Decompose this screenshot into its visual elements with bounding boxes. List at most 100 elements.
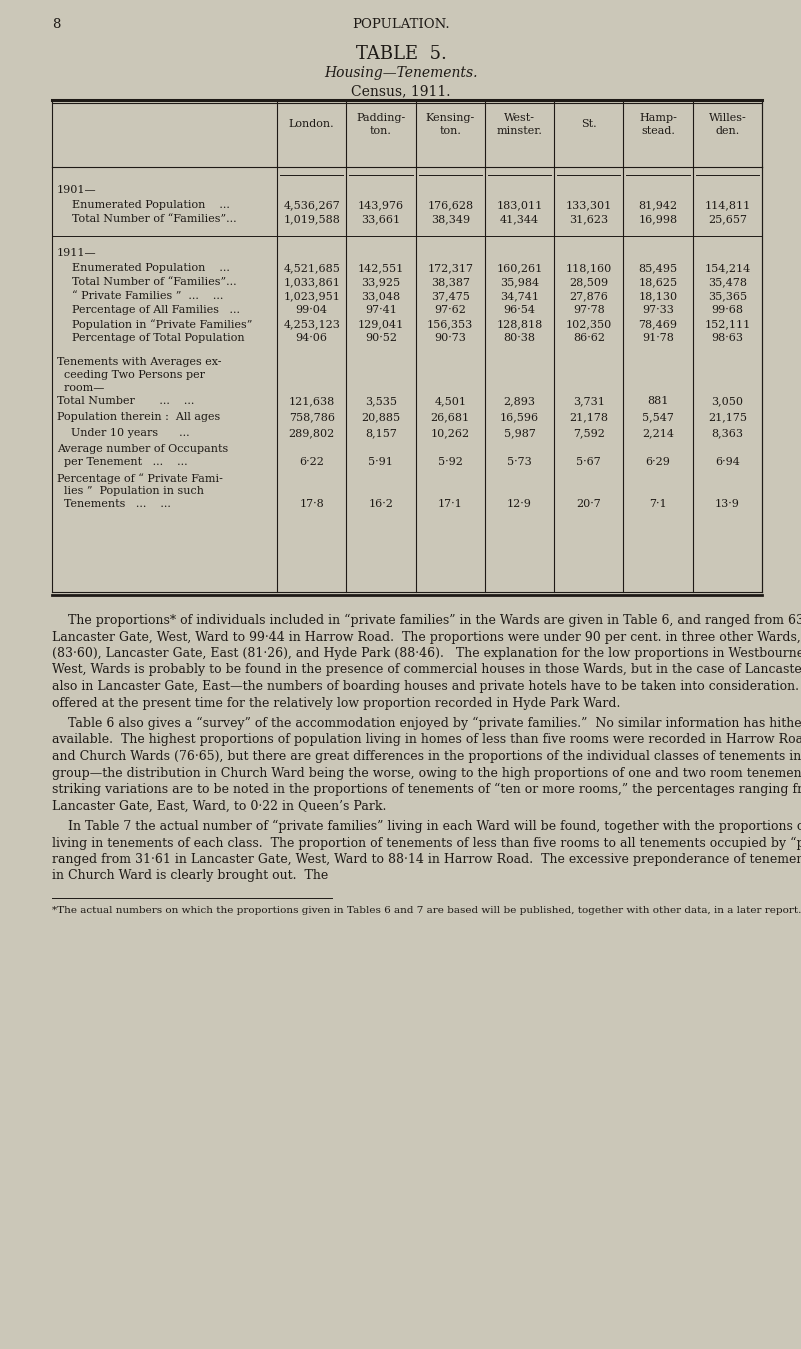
Text: 97·62: 97·62 [434, 305, 466, 316]
Text: offered at the present time for the relatively low proportion recorded in Hyde P: offered at the present time for the rela… [52, 696, 621, 710]
Text: 97·33: 97·33 [642, 305, 674, 316]
Text: 31,623: 31,623 [570, 214, 608, 224]
Text: 98·63: 98·63 [711, 333, 743, 343]
Text: ton.: ton. [370, 125, 392, 136]
Text: 10,262: 10,262 [431, 428, 469, 438]
Text: 8,363: 8,363 [711, 428, 743, 438]
Text: 1911—: 1911— [57, 248, 97, 258]
Text: The proportions* of individuals included in “private families” in the Wards are : The proportions* of individuals included… [52, 614, 801, 627]
Text: 152,111: 152,111 [704, 318, 751, 329]
Text: 35,478: 35,478 [708, 277, 747, 287]
Text: 6·94: 6·94 [715, 457, 740, 467]
Text: stead.: stead. [641, 125, 675, 136]
Text: 78,469: 78,469 [638, 318, 678, 329]
Text: 26,681: 26,681 [431, 411, 469, 422]
Text: 17·8: 17·8 [300, 499, 324, 509]
Text: Under 10 years      ...: Under 10 years ... [57, 428, 190, 438]
Text: 172,317: 172,317 [427, 263, 473, 272]
Text: 183,011: 183,011 [497, 200, 542, 210]
Text: 97·41: 97·41 [365, 305, 396, 316]
Text: 3,050: 3,050 [711, 397, 743, 406]
Text: 5·92: 5·92 [438, 457, 463, 467]
Text: ceeding Two Persons per: ceeding Two Persons per [57, 370, 205, 380]
Text: 16,998: 16,998 [638, 214, 678, 224]
Text: 8,157: 8,157 [365, 428, 396, 438]
Text: 80·38: 80·38 [504, 333, 536, 343]
Text: Enumerated Population    ...: Enumerated Population ... [72, 200, 230, 210]
Text: *The actual numbers on which the proportions given in Tables 6 and 7 are based w: *The actual numbers on which the proport… [52, 907, 801, 915]
Text: 102,350: 102,350 [566, 318, 612, 329]
Text: Percentage of Total Population: Percentage of Total Population [72, 333, 244, 343]
Text: 12·9: 12·9 [507, 499, 532, 509]
Text: 37,475: 37,475 [431, 291, 469, 301]
Text: 5·67: 5·67 [577, 457, 602, 467]
Text: 2,214: 2,214 [642, 428, 674, 438]
Text: 35,984: 35,984 [500, 277, 539, 287]
Text: 20,885: 20,885 [361, 411, 400, 422]
Text: 1,033,861: 1,033,861 [284, 277, 340, 287]
Text: Total Number of “Families”...: Total Number of “Families”... [72, 214, 236, 224]
Text: 4,253,123: 4,253,123 [284, 318, 340, 329]
Text: Percentage of “ Private Fami-: Percentage of “ Private Fami- [57, 473, 223, 484]
Text: 20·7: 20·7 [577, 499, 602, 509]
Text: 1,023,951: 1,023,951 [284, 291, 340, 301]
Text: St.: St. [581, 119, 597, 130]
Text: 118,160: 118,160 [566, 263, 612, 272]
Text: POPULATION.: POPULATION. [352, 18, 450, 31]
Text: 3,731: 3,731 [573, 397, 605, 406]
Text: 38,349: 38,349 [431, 214, 469, 224]
Text: 129,041: 129,041 [358, 318, 404, 329]
Text: 13·9: 13·9 [715, 499, 740, 509]
Text: West-: West- [504, 113, 535, 123]
Text: 7·1: 7·1 [650, 499, 667, 509]
Text: 90·73: 90·73 [434, 333, 466, 343]
Text: 881: 881 [647, 397, 669, 406]
Text: Tenements   ...    ...: Tenements ... ... [57, 499, 171, 509]
Text: 133,301: 133,301 [566, 200, 612, 210]
Text: ranged from 31·61 in Lancaster Gate, West, Ward to 88·14 in Harrow Road.  The ex: ranged from 31·61 in Lancaster Gate, Wes… [52, 853, 801, 866]
Text: 142,551: 142,551 [358, 263, 404, 272]
Text: 25,657: 25,657 [708, 214, 747, 224]
Text: 27,876: 27,876 [570, 291, 608, 301]
Text: 154,214: 154,214 [704, 263, 751, 272]
Text: Population in “Private Families”: Population in “Private Families” [72, 318, 252, 329]
Text: 17·1: 17·1 [438, 499, 463, 509]
Text: per Tenement   ...    ...: per Tenement ... ... [57, 457, 187, 467]
Text: Enumerated Population    ...: Enumerated Population ... [72, 263, 230, 272]
Text: 35,365: 35,365 [708, 291, 747, 301]
Text: 128,818: 128,818 [497, 318, 542, 329]
Text: lies ”  Population in such: lies ” Population in such [57, 486, 204, 496]
Text: Hamp-: Hamp- [639, 113, 677, 123]
Text: Population therein :  All ages: Population therein : All ages [57, 411, 220, 422]
Text: 758,786: 758,786 [288, 411, 335, 422]
Text: available.  The highest proportions of population living in homes of less than f: available. The highest proportions of po… [52, 734, 801, 746]
Text: also in Lancaster Gate, East—the numbers of boarding houses and private hotels h: also in Lancaster Gate, East—the numbers… [52, 680, 801, 693]
Text: living in tenements of each class.  The proportion of tenements of less than fiv: living in tenements of each class. The p… [52, 836, 801, 850]
Text: Table 6 also gives a “survey” of the accommodation enjoyed by “private families.: Table 6 also gives a “survey” of the acc… [52, 718, 801, 730]
Text: 176,628: 176,628 [427, 200, 473, 210]
Text: 3,535: 3,535 [365, 397, 397, 406]
Text: 90·52: 90·52 [365, 333, 397, 343]
Text: London.: London. [289, 119, 335, 130]
Text: Percentage of All Families   ...: Percentage of All Families ... [72, 305, 240, 316]
Text: 5,987: 5,987 [504, 428, 535, 438]
Text: Willes-: Willes- [708, 113, 747, 123]
Text: 2,893: 2,893 [504, 397, 536, 406]
Text: 33,048: 33,048 [361, 291, 400, 301]
Text: 6·22: 6·22 [300, 457, 324, 467]
Text: 96·54: 96·54 [504, 305, 536, 316]
Text: Lancaster Gate, East, Ward, to 0·22 in Queen’s Park.: Lancaster Gate, East, Ward, to 0·22 in Q… [52, 800, 386, 812]
Text: 97·78: 97·78 [573, 305, 605, 316]
Text: 28,509: 28,509 [570, 277, 608, 287]
Text: and Church Wards (76·65), but there are great differences in the proportions of : and Church Wards (76·65), but there are … [52, 750, 801, 764]
Text: room—: room— [57, 383, 104, 393]
Text: 5,547: 5,547 [642, 411, 674, 422]
Text: Padding-: Padding- [356, 113, 405, 123]
Text: 121,638: 121,638 [288, 397, 335, 406]
Text: 7,592: 7,592 [573, 428, 605, 438]
Text: 21,178: 21,178 [570, 411, 608, 422]
Text: West, Wards is probably to be found in the presence of commercial houses in thos: West, Wards is probably to be found in t… [52, 664, 801, 676]
Text: Housing—Tenements.: Housing—Tenements. [324, 66, 477, 80]
Text: ton.: ton. [439, 125, 461, 136]
Text: group—the distribution in Church Ward being the worse, owing to the high proport: group—the distribution in Church Ward be… [52, 766, 801, 780]
